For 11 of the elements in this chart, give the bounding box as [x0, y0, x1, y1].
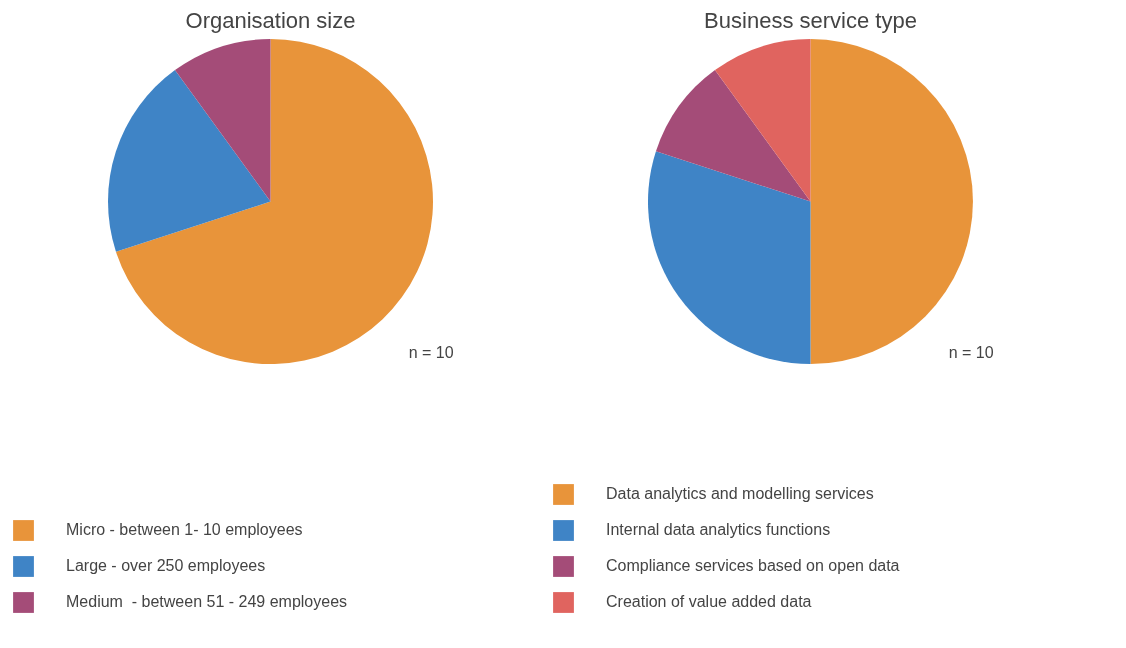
legend-label: Creation of value added data — [606, 593, 812, 611]
legend-label: Internal data analytics functions — [606, 521, 831, 539]
chart-title: Business service type — [704, 7, 917, 33]
legend-label: Compliance services based on open data — [606, 557, 900, 575]
legend-label: Micro - between 1- 10 employees — [66, 521, 303, 539]
legend-label: Data analytics and modelling services — [606, 485, 874, 503]
chart-title: Organisation size — [185, 7, 356, 33]
text: n = 10 — [408, 343, 454, 361]
text: n = 10 — [948, 343, 994, 361]
legend-label: Large - over 250 employees — [66, 557, 266, 575]
legend-label: Medium - between 51 - 249 employees — [66, 593, 348, 611]
